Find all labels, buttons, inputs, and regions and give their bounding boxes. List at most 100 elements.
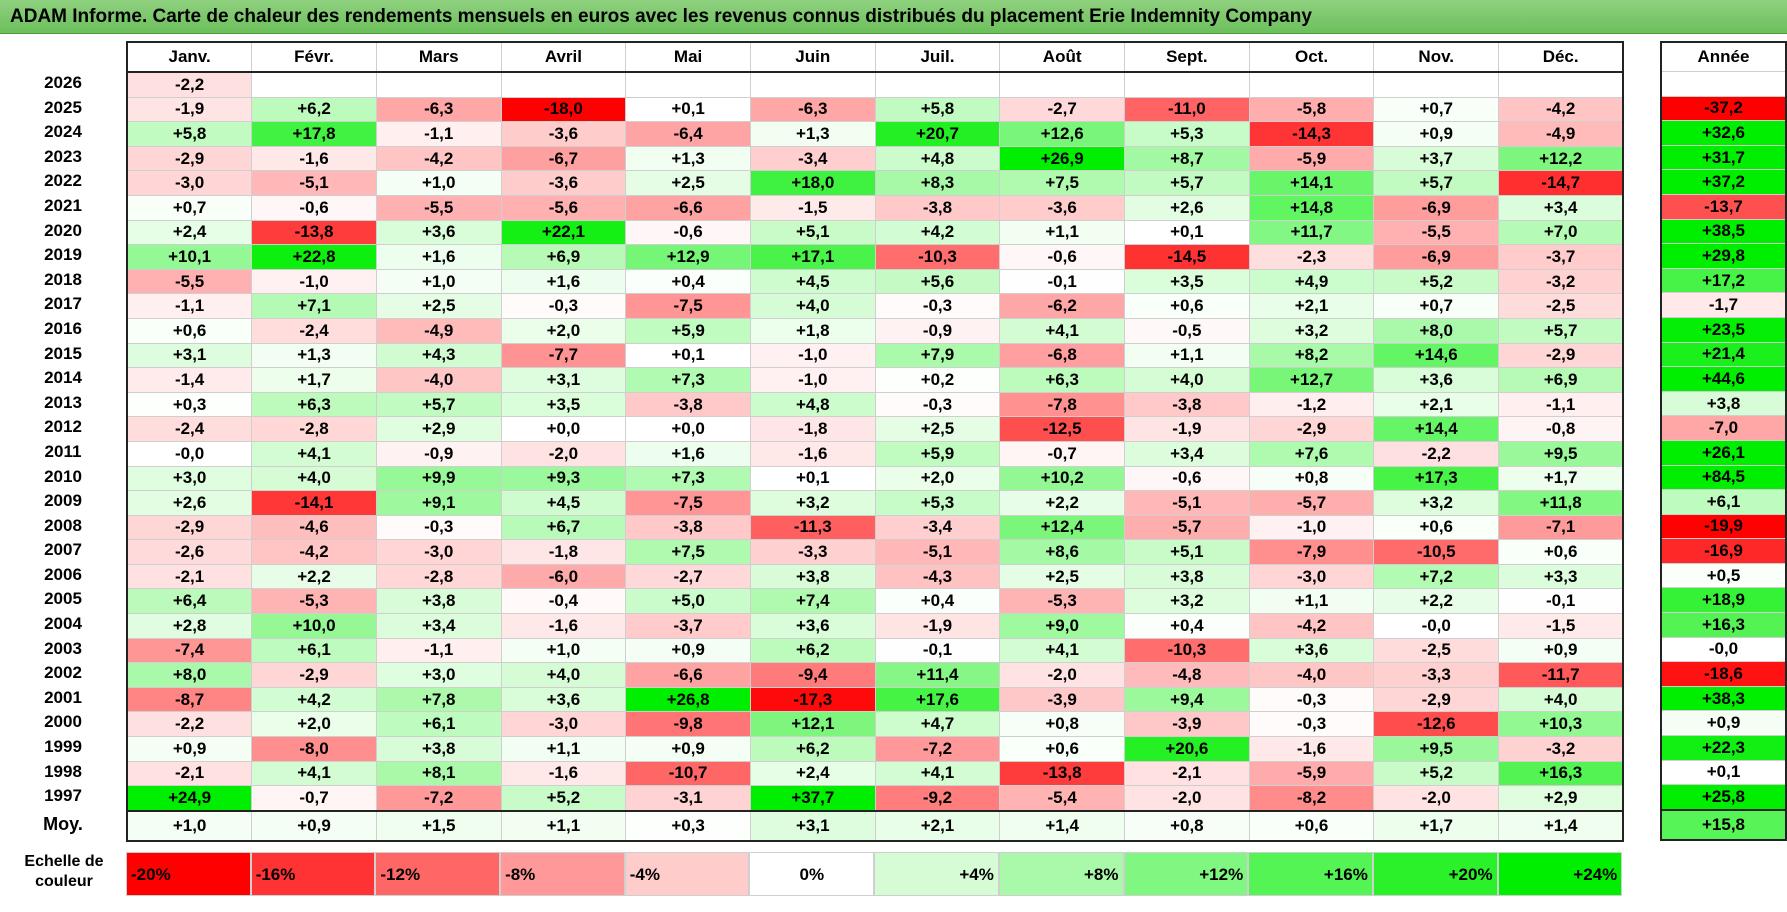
heatmap-cell: +3,0 bbox=[375, 662, 502, 688]
heatmap-cell: -5,5 bbox=[1373, 219, 1500, 246]
annual-cell: -13,7 bbox=[1660, 193, 1787, 220]
heatmap-cell: +4,7 bbox=[874, 711, 1001, 738]
heatmap-cell: +17,6 bbox=[874, 686, 1001, 713]
heatmap-cell: +3,6 bbox=[1373, 367, 1500, 393]
heatmap-cell: -3,2 bbox=[1498, 268, 1624, 295]
heatmap-cell: -2,2 bbox=[126, 711, 253, 738]
heatmap-cell: +0,1 bbox=[749, 465, 876, 492]
heatmap-cell: +9,1 bbox=[375, 490, 502, 516]
heatmap-cell: -5,7 bbox=[1248, 490, 1375, 516]
heatmap-cell: +1,6 bbox=[375, 244, 502, 270]
heatmap-cell: -2,1 bbox=[126, 563, 253, 590]
heatmap-cell bbox=[1498, 71, 1624, 98]
heatmap-cell: +2,6 bbox=[126, 490, 253, 516]
heatmap-cell: -6,2 bbox=[999, 293, 1125, 319]
average-label: Moy. bbox=[43, 813, 83, 834]
heatmap-cell: -0,3 bbox=[500, 293, 627, 319]
heatmap-cell: +0,9 bbox=[126, 736, 253, 762]
average-cell: +0,3 bbox=[625, 809, 751, 842]
average-annual-cell: +15,8 bbox=[1660, 808, 1787, 841]
heatmap-cell: -2,7 bbox=[999, 96, 1125, 123]
annual-cell: +32,6 bbox=[1660, 120, 1787, 146]
year-label: 2024 bbox=[44, 122, 82, 142]
heatmap-cell: +2,1 bbox=[1373, 391, 1500, 418]
heatmap-cell: +1,8 bbox=[749, 317, 876, 344]
heatmap-cell: +16,3 bbox=[1498, 760, 1624, 787]
heatmap-cell: -7,1 bbox=[1498, 514, 1624, 541]
heatmap-cell: -0,9 bbox=[375, 440, 502, 467]
heatmap-cell: -9,4 bbox=[749, 662, 876, 688]
heatmap-cell: -1,4 bbox=[126, 367, 253, 393]
heatmap-row: +0,3 +6,3 +5,7 +3,5 -3,8 +4,8 -0,3 -7,8 -3,8 -1,2… bbox=[126, 391, 1624, 418]
heatmap-cell: +2,4 bbox=[749, 760, 876, 787]
heatmap-cell: -0,0 bbox=[126, 440, 253, 467]
average-cell: +0,9 bbox=[251, 809, 377, 842]
heatmap-cell: -2,6 bbox=[126, 539, 253, 565]
heatmap-cell: -2,0 bbox=[500, 440, 627, 467]
year-label: 2012 bbox=[44, 417, 82, 437]
heatmap-cell: +3,2 bbox=[1248, 317, 1375, 344]
heatmap-cell: -9,8 bbox=[625, 711, 751, 738]
heatmap-cell: +3,6 bbox=[375, 219, 502, 246]
heatmap-cell: +5,7 bbox=[375, 391, 502, 418]
annual-cell: +26,1 bbox=[1660, 439, 1787, 466]
heatmap-row: +2,8 +10,0 +3,4 -1,6 -3,7 +3,6 -1,9 +9,0 +0,4 -4,… bbox=[126, 613, 1624, 639]
heatmap-cell: +1,6 bbox=[500, 268, 627, 295]
heatmap-cell: +0,6 bbox=[1498, 539, 1624, 565]
heatmap-cell: -7,5 bbox=[625, 490, 751, 516]
heatmap-cell: -10,3 bbox=[874, 244, 1001, 270]
heatmap-cell bbox=[1124, 71, 1250, 98]
heatmap-cell: +1,0 bbox=[375, 268, 502, 295]
heatmap-cell: -3,0 bbox=[1248, 563, 1375, 590]
heatmap-cell: -8,2 bbox=[1248, 785, 1375, 812]
annual-cell: -0,0 bbox=[1660, 636, 1787, 663]
heatmap-cell: -4,6 bbox=[251, 514, 377, 541]
annual-returns-table: Année -37,2 +32,6 +31,7 +37,2 -13,7 +38,5 +29,… bbox=[1660, 41, 1787, 841]
heatmap-cell: -4,0 bbox=[375, 367, 502, 393]
heatmap-cell: +3,2 bbox=[1124, 588, 1250, 615]
heatmap-cell: +20,6 bbox=[1124, 736, 1250, 762]
year-label: 1999 bbox=[44, 737, 82, 757]
heatmap-cell: -3,9 bbox=[999, 686, 1125, 713]
year-label: 2007 bbox=[44, 540, 82, 560]
heatmap-cell: +1,7 bbox=[251, 367, 377, 393]
monthly-heatmap-table: Janv. Févr. Mars Avril Mai Juin Juil. Août Sept.… bbox=[126, 41, 1625, 842]
heatmap-cell: +11,7 bbox=[1248, 219, 1375, 246]
heatmap-cell: -3,7 bbox=[1498, 244, 1624, 270]
heatmap-cell: +1,1 bbox=[500, 736, 627, 762]
month-header-2: Mars bbox=[375, 41, 502, 73]
heatmap-cell: +3,6 bbox=[749, 613, 876, 639]
heatmap-cell: -3,8 bbox=[1124, 391, 1250, 418]
heatmap-row: -2,9 -1,6 -4,2 -6,7 +1,3 -3,4 +4,8 +26,9 +8,7 -5,… bbox=[126, 145, 1624, 172]
annual-cell: +23,5 bbox=[1660, 316, 1787, 343]
heatmap-cell: +1,1 bbox=[1124, 342, 1250, 369]
heatmap-cell: -6,6 bbox=[625, 194, 751, 221]
heatmap-cell: +3,2 bbox=[1373, 490, 1500, 516]
heatmap-cell: +1,3 bbox=[625, 145, 751, 172]
heatmap-cell: -4,2 bbox=[1498, 96, 1624, 123]
heatmap-cell: -5,1 bbox=[874, 539, 1001, 565]
heatmap-cell: +12,7 bbox=[1248, 367, 1375, 393]
heatmap-cell: +14,8 bbox=[1248, 194, 1375, 221]
heatmap-cell: +2,2 bbox=[1373, 588, 1500, 615]
heatmap-cell: -6,9 bbox=[1373, 244, 1500, 270]
heatmap-cell: +6,9 bbox=[500, 244, 627, 270]
heatmap-cell: -1,6 bbox=[500, 613, 627, 639]
heatmap-row: +10,1 +22,8 +1,6 +6,9 +12,9 +17,1 -10,3 -0,6 -14… bbox=[126, 244, 1624, 270]
heatmap-cell: +4,1 bbox=[251, 760, 377, 787]
year-label: 2021 bbox=[44, 195, 82, 215]
heatmap-cell: +20,7 bbox=[874, 121, 1001, 147]
heatmap-cell: -0,8 bbox=[1498, 416, 1624, 442]
color-scale-step: -20% bbox=[126, 852, 251, 896]
annual-cell: +18,9 bbox=[1660, 587, 1787, 614]
heatmap-cell: -2,9 bbox=[251, 662, 377, 688]
heatmap-cell: -2,5 bbox=[1498, 293, 1624, 319]
heatmap-cell: +7,5 bbox=[625, 539, 751, 565]
heatmap-cell: +4,8 bbox=[874, 145, 1001, 172]
annual-cell: +37,2 bbox=[1660, 169, 1787, 195]
heatmap-cell: +3,6 bbox=[500, 686, 627, 713]
heatmap-row: -2,2 bbox=[126, 71, 1624, 98]
heatmap-cell: -6,4 bbox=[625, 121, 751, 147]
heatmap-cell: -0,3 bbox=[1248, 711, 1375, 738]
heatmap-cell: -6,0 bbox=[500, 563, 627, 590]
